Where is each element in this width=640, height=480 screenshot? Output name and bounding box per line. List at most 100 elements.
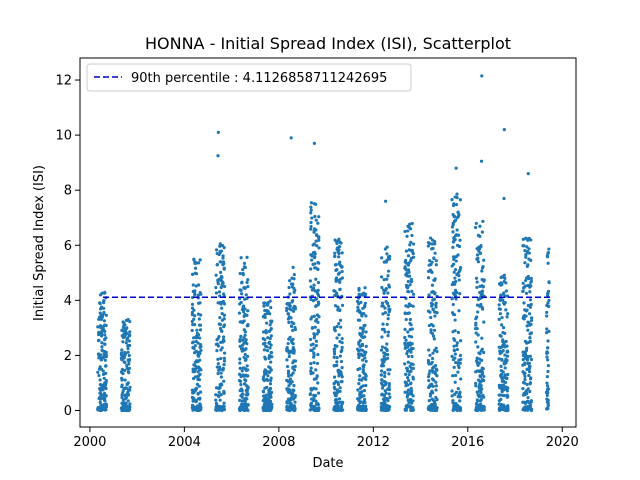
- data-point: [360, 406, 365, 410]
- data-point: [102, 398, 107, 402]
- data-point: [385, 342, 389, 346]
- data-point: [361, 368, 365, 372]
- data-point: [499, 364, 503, 369]
- data-point: [522, 372, 526, 376]
- data-point: [433, 402, 437, 406]
- data-point: [333, 329, 337, 333]
- data-point: [506, 312, 510, 316]
- data-point: [222, 292, 226, 296]
- data-point: [291, 265, 295, 269]
- data-point: [475, 369, 480, 373]
- data-point: [525, 367, 530, 371]
- data-point: [450, 394, 454, 398]
- data-point: [265, 377, 269, 381]
- data-point: [379, 408, 383, 412]
- data-point: [243, 378, 247, 382]
- data-point: [406, 360, 410, 364]
- data-point: [263, 357, 268, 361]
- data-point: [244, 338, 248, 342]
- data-point: [451, 230, 455, 234]
- data-point: [500, 315, 504, 320]
- data-point: [100, 341, 104, 345]
- data-point: [476, 247, 480, 251]
- data-point: [287, 285, 291, 290]
- data-point: [313, 214, 317, 219]
- data-point: [521, 281, 525, 285]
- data-point: [193, 344, 197, 348]
- data-point: [221, 366, 225, 370]
- data-point: [125, 326, 129, 330]
- data-point: [269, 343, 273, 347]
- data-point: [127, 366, 132, 370]
- data-point: [497, 282, 502, 286]
- data-point: [388, 368, 392, 372]
- data-point: [238, 271, 242, 276]
- data-point: [337, 255, 341, 259]
- data-point: [340, 365, 344, 370]
- data-point: [316, 381, 320, 385]
- data-point: [126, 346, 130, 351]
- data-point: [380, 378, 384, 382]
- data-point: [453, 282, 457, 286]
- data-point: [337, 244, 342, 249]
- data-point: [504, 308, 508, 312]
- data-point: [262, 330, 266, 334]
- data-point: [240, 292, 244, 296]
- data-point: [316, 402, 320, 406]
- data-point: [525, 324, 529, 328]
- data-point: [102, 301, 106, 305]
- data-point: [523, 249, 527, 253]
- data-point: [314, 277, 318, 281]
- data-point: [407, 373, 411, 377]
- data-point: [246, 278, 250, 282]
- data-point: [431, 298, 435, 302]
- data-point: [455, 192, 459, 196]
- data-point: [456, 253, 460, 257]
- data-point: [497, 383, 501, 387]
- data-point: [263, 372, 267, 376]
- data-point: [96, 338, 101, 343]
- data-point: [286, 389, 290, 394]
- data-point: [450, 198, 454, 202]
- data-point: [450, 225, 455, 229]
- data-point: [310, 315, 314, 319]
- data-point: [265, 348, 270, 353]
- data-point: [431, 351, 435, 355]
- data-point: [528, 323, 532, 327]
- data-point: [214, 401, 219, 405]
- data-point: [455, 361, 460, 365]
- data-point: [434, 384, 438, 388]
- data-point: [523, 308, 527, 312]
- data-point: [528, 354, 532, 358]
- data-point: [433, 251, 437, 255]
- data-point: [385, 347, 389, 351]
- data-point: [457, 244, 462, 249]
- data-point: [313, 393, 318, 398]
- data-point: [340, 375, 344, 379]
- data-point: [521, 353, 525, 357]
- data-point: [290, 404, 294, 408]
- data-point: [269, 360, 273, 364]
- data-point: [218, 316, 222, 320]
- data-point: [240, 369, 244, 373]
- data-point: [220, 312, 224, 316]
- data-point: [103, 358, 107, 362]
- data-point: [480, 269, 484, 273]
- data-point: [121, 340, 125, 344]
- data-point: [476, 233, 481, 237]
- data-point: [433, 242, 437, 246]
- data-point: [407, 274, 412, 278]
- data-point: [309, 366, 313, 370]
- data-point: [546, 363, 551, 368]
- data-point: [501, 338, 505, 342]
- data-point: [502, 128, 506, 132]
- data-point: [243, 399, 247, 404]
- data-point: [313, 250, 317, 254]
- data-point: [289, 381, 293, 386]
- data-point: [285, 401, 289, 405]
- data-point: [363, 372, 368, 377]
- data-point: [452, 365, 456, 369]
- data-point: [268, 346, 272, 350]
- data-point: [386, 274, 390, 278]
- data-point: [362, 399, 366, 404]
